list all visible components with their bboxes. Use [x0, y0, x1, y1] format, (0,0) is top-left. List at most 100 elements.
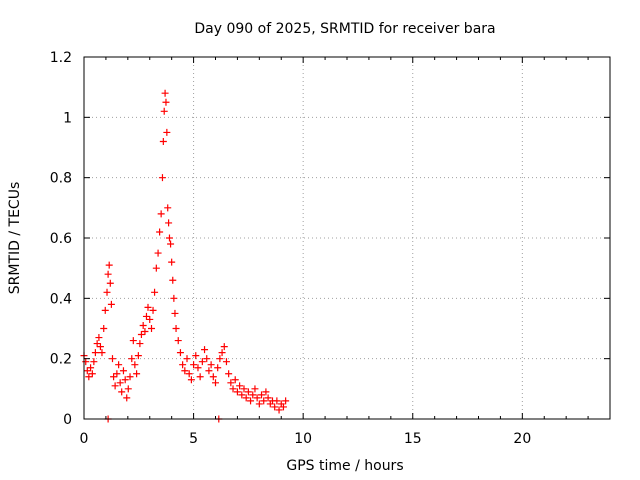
- data-point: [225, 370, 233, 378]
- x-tick-label: 0: [80, 431, 89, 447]
- data-point: [220, 343, 228, 351]
- data-point: [282, 397, 290, 405]
- data-point: [148, 325, 156, 332]
- data-point: [190, 361, 198, 369]
- data-point: [85, 373, 93, 381]
- data-point: [163, 128, 171, 136]
- grid-lines: [84, 57, 610, 419]
- data-point: [128, 355, 136, 363]
- y-tick-label: 0.2: [50, 352, 72, 368]
- data-point: [167, 240, 175, 248]
- data-points: [80, 89, 290, 423]
- data-point: [157, 210, 165, 218]
- data-point: [104, 270, 112, 278]
- data-point: [181, 367, 189, 375]
- data-point: [192, 352, 200, 360]
- data-point: [115, 361, 123, 369]
- data-point: [275, 406, 283, 414]
- data-point: [194, 364, 202, 372]
- data-point: [255, 400, 263, 408]
- y-tick-label: 1: [63, 110, 72, 126]
- data-point: [111, 382, 119, 390]
- data-point: [160, 107, 168, 115]
- data-point: [113, 370, 121, 378]
- data-point: [90, 358, 98, 366]
- data-point: [154, 249, 162, 257]
- y-tick-label: 0.4: [50, 291, 72, 307]
- data-point: [129, 337, 137, 345]
- data-point: [88, 370, 96, 378]
- data-point: [218, 349, 226, 357]
- data-point: [201, 346, 209, 354]
- y-tick-label: 0: [63, 412, 72, 428]
- data-point: [244, 388, 252, 396]
- x-tick-label: 15: [404, 431, 422, 447]
- data-point: [271, 403, 279, 411]
- data-point: [121, 376, 129, 384]
- data-point: [144, 303, 152, 311]
- data-point: [176, 349, 184, 357]
- data-point: [133, 370, 141, 378]
- data-point: [262, 388, 270, 396]
- data-point: [152, 264, 160, 272]
- data-point: [149, 306, 157, 314]
- data-point: [134, 352, 142, 360]
- data-point: [260, 397, 268, 405]
- data-point: [123, 394, 131, 402]
- data-point: [105, 261, 113, 269]
- data-point: [174, 337, 182, 345]
- data-point: [106, 279, 114, 287]
- data-point: [161, 89, 169, 97]
- data-point: [95, 334, 103, 342]
- data-point: [91, 349, 99, 357]
- data-point: [162, 98, 170, 106]
- data-point: [236, 382, 244, 390]
- data-point: [231, 376, 239, 384]
- data-point: [203, 355, 211, 363]
- data-point: [233, 388, 241, 396]
- data-point: [242, 394, 250, 402]
- x-axis: 0 5 10 15 20: [80, 57, 589, 447]
- data-point: [258, 391, 266, 399]
- data-point: [170, 294, 178, 302]
- x-axis-label: GPS time / hours: [286, 458, 403, 474]
- x-tick-label: 20: [513, 431, 531, 447]
- data-point: [227, 379, 235, 387]
- data-point: [136, 340, 144, 348]
- data-point: [96, 343, 104, 351]
- data-point: [110, 373, 118, 381]
- y-axis-label: SRMTID / TECUs: [7, 182, 23, 295]
- y-tick-label: 0.8: [50, 171, 72, 187]
- data-point: [131, 361, 139, 369]
- data-point: [207, 361, 215, 369]
- data-point: [185, 370, 193, 378]
- data-point: [107, 300, 115, 308]
- data-point: [158, 174, 166, 182]
- data-point: [137, 331, 145, 339]
- data-point: [119, 367, 127, 375]
- data-point: [82, 358, 90, 366]
- data-point: [159, 137, 167, 145]
- data-point: [164, 204, 172, 212]
- data-point: [116, 379, 124, 387]
- data-point: [124, 385, 132, 393]
- data-point: [156, 228, 164, 236]
- data-point: [198, 358, 206, 366]
- data-point: [100, 325, 108, 332]
- data-point: [101, 306, 109, 314]
- data-point: [142, 312, 150, 320]
- data-point: [273, 397, 281, 405]
- data-point: [103, 288, 111, 296]
- data-point: [93, 340, 101, 348]
- x-tick-label: 5: [189, 431, 198, 447]
- data-point: [146, 315, 154, 323]
- x-tick-label: 10: [294, 431, 312, 447]
- data-point: [196, 373, 204, 381]
- data-point: [253, 394, 261, 402]
- data-point: [205, 367, 213, 375]
- y-tick-label: 1.2: [50, 50, 72, 66]
- y-tick-label: 0.6: [50, 231, 72, 247]
- data-point: [126, 373, 134, 381]
- data-point: [229, 385, 237, 393]
